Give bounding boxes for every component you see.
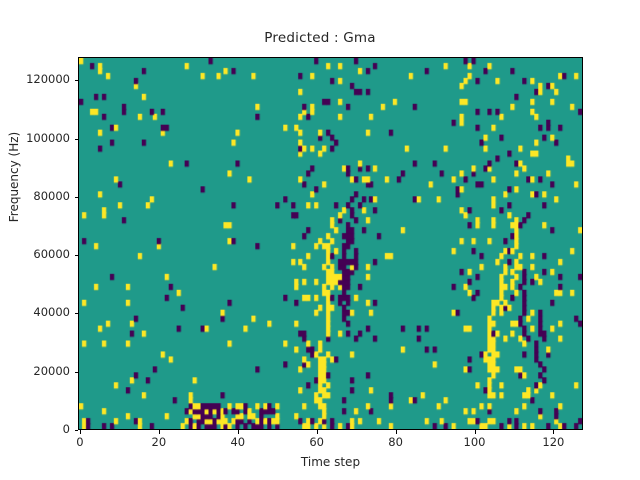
x-tick-label: 80 [388,435,403,449]
y-tick-label: 60000 [33,247,70,262]
x-tick-label: 20 [151,435,167,449]
y-tick [74,138,78,140]
y-tick [74,80,78,82]
y-tick [74,196,78,198]
x-tick-label: 100 [463,435,486,449]
y-axis-label: Frequency (Hz) [7,131,21,223]
x-tick [79,430,81,434]
x-tick [553,430,555,434]
chart-title: Predicted : Gma [264,30,376,46]
y-tick [74,430,78,431]
heatmap-plot-area [78,57,583,430]
x-tick [316,430,318,434]
x-tick [237,430,239,434]
y-tick [74,255,78,257]
y-tick-label: 100000 [26,130,70,145]
x-tick-label: 120 [542,435,565,449]
y-tick [74,313,78,315]
x-tick-label: 60 [309,435,324,449]
y-tick-label: 80000 [33,188,70,203]
x-tick [158,430,160,434]
x-axis-label: Time step [300,455,361,469]
y-tick-label: 20000 [33,363,70,378]
y-tick-label: 0 [62,422,70,436]
heatmap-canvas [79,58,582,429]
y-tick [74,371,78,373]
y-tick-label: 120000 [26,72,70,87]
x-tick [395,430,397,434]
y-tick-label: 40000 [33,305,70,320]
x-tick-label: 0 [76,435,84,449]
x-tick [474,430,476,434]
x-tick-label: 40 [230,435,246,449]
